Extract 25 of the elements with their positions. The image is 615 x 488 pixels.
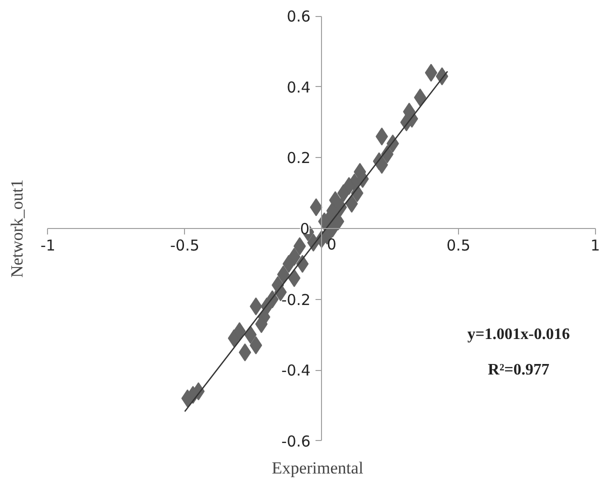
x-tick-label: -1 [40,236,56,254]
y-axis-title: Network_out1 [8,179,26,278]
y-tick-label: -0.6 [281,432,311,450]
point [250,336,262,354]
y-tick-label: 0.2 [286,149,311,168]
annotation: y=1.001x-0.016 [467,326,570,344]
y-tick-label: 0.4 [286,78,311,96]
x-tick-label: 1 [590,236,600,254]
point [337,184,350,202]
x-axis-title: Experimental [272,458,364,478]
y-tick-label: -0.2 [281,290,311,309]
point [233,322,246,340]
point [424,64,438,82]
point [244,326,257,344]
y-tick-label: -0.4 [281,362,311,380]
y-tick-label: 0.6 [286,8,311,26]
x-tick-label: 0 [326,236,336,254]
x-tick-label: 0.5 [446,236,470,254]
x-tick-label: -0.5 [170,236,200,254]
point [250,297,262,316]
annotation: R²=0.977 [488,362,550,379]
point [310,198,322,216]
point [414,88,426,107]
y-tick-label: 0 [300,220,310,238]
point [238,343,252,362]
